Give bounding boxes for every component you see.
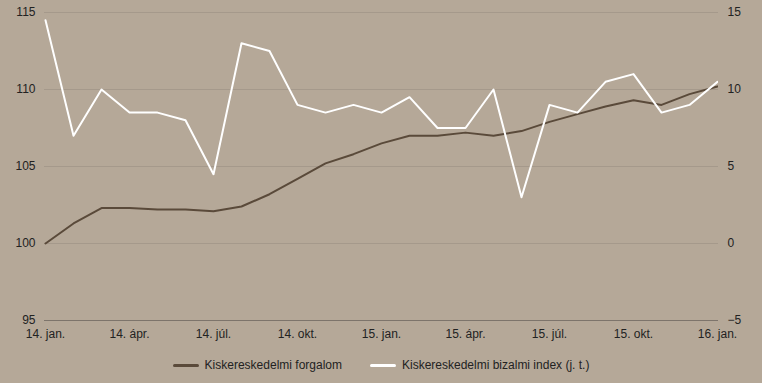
svg-text:16. jan.: 16. jan. [698, 327, 737, 341]
svg-text:15. okt.: 15. okt. [614, 327, 653, 341]
svg-text:105: 105 [15, 159, 35, 173]
svg-text:5: 5 [728, 159, 735, 173]
svg-text:15: 15 [728, 5, 742, 19]
svg-text:−5: −5 [728, 313, 742, 327]
svg-text:15. ápr.: 15. ápr. [445, 327, 485, 341]
svg-text:14. júl.: 14. júl. [196, 327, 231, 341]
svg-text:100: 100 [15, 236, 35, 250]
svg-text:10: 10 [728, 82, 742, 96]
html-text:Kiskereskedelmi forgalom: Kiskereskedelmi forgalom [204, 358, 342, 372]
svg-text:0: 0 [728, 236, 735, 250]
svg-text:14. okt.: 14. okt. [278, 327, 317, 341]
svg-text:15. júl.: 15. júl. [532, 327, 567, 341]
svg-text:14. ápr.: 14. ápr. [109, 327, 149, 341]
svg-text:115: 115 [16, 5, 35, 19]
svg-text:14. jan.: 14. jan. [26, 327, 65, 341]
html-text:Kiskereskedelmi bizalmi index: Kiskereskedelmi bizalmi index (j. t.) [402, 358, 590, 372]
svg-text:95: 95 [22, 313, 36, 327]
svg-text:15. jan.: 15. jan. [362, 327, 401, 341]
svg-text:110: 110 [16, 82, 35, 96]
